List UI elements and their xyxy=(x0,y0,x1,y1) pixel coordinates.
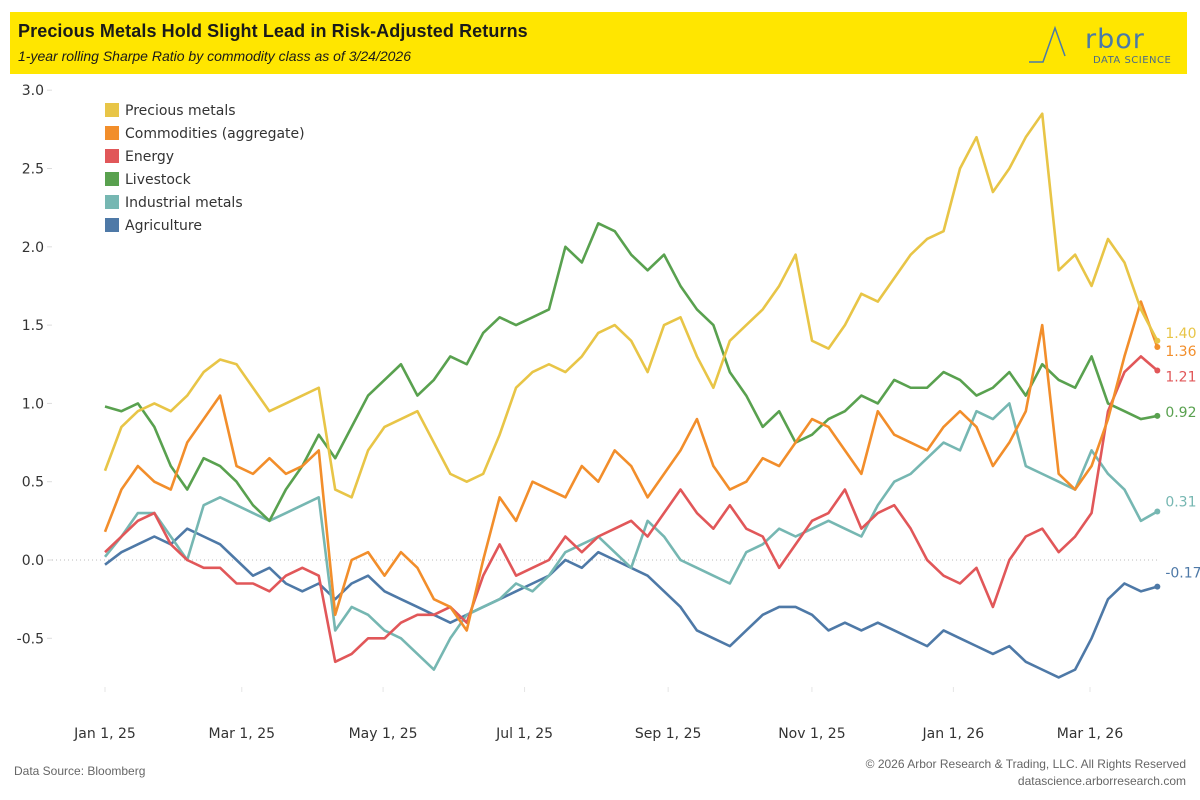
logo-subtitle: DATA SCIENCE xyxy=(1093,55,1172,66)
legend: Precious metals Commodities (aggregate) En… xyxy=(105,103,305,234)
title-banner: Precious Metals Hold Slight Lead in Risk… xyxy=(10,12,1187,74)
legend-swatch-livestock xyxy=(105,172,119,186)
series-line-energy xyxy=(104,355,1159,664)
x-tick-label: Jan 1, 26 xyxy=(922,726,985,742)
copyright-text: © 2026 Arbor Research & Trading, LLC. Al… xyxy=(865,757,1186,771)
end-value-label-energy: 1.21 xyxy=(1165,370,1196,386)
x-tick-label: Jan 1, 25 xyxy=(73,726,136,742)
y-tick-label: 1.0 xyxy=(22,396,44,412)
end-value-label-commodities-aggregate: 1.36 xyxy=(1165,344,1196,360)
end-value-label-precious-metals: 1.40 xyxy=(1165,326,1196,342)
y-tick-label: 2.5 xyxy=(22,162,44,178)
logo-wordmark: rbor xyxy=(1085,24,1145,55)
legend-swatch-industrial-metals xyxy=(105,195,119,209)
legend-swatch-precious-metals xyxy=(105,103,119,117)
y-tick-label: 2.0 xyxy=(22,240,44,256)
line-chart: 3.0 2.5 2.0 1.5 1.0 0.5 0.0 -0.5 Jan 1, 25 Mar 1… xyxy=(17,83,1200,742)
end-value-label-industrial-metals: 0.31 xyxy=(1165,494,1196,510)
legend-label-industrial-metals: Industrial metals xyxy=(125,195,243,211)
legend-label-agriculture: Agriculture xyxy=(125,218,202,234)
x-tick-label: Jul 1, 25 xyxy=(495,726,553,742)
end-labels: -0.17 0.31 0.92 1.21 1.36 1.40 xyxy=(1165,326,1200,582)
end-value-label-agriculture: -0.17 xyxy=(1165,566,1200,582)
chart-subtitle: 1-year rolling Sharpe Ratio by commodity… xyxy=(18,48,411,64)
data-source: Data Source: Bloomberg xyxy=(14,764,146,778)
chart-area: 3.0 2.5 2.0 1.5 1.0 0.5 0.0 -0.5 Jan 1, 25 Mar 1… xyxy=(0,75,1200,755)
chart-title: Precious Metals Hold Slight Lead in Risk… xyxy=(18,21,528,41)
series-end-point-agriculture xyxy=(1154,583,1161,590)
series-line-livestock xyxy=(104,222,1158,523)
series-line-industrial-metals xyxy=(103,402,1158,671)
series-line-precious-metals xyxy=(103,112,1159,499)
legend-swatch-energy xyxy=(105,149,119,163)
end-value-label-livestock: 0.92 xyxy=(1165,405,1196,421)
series-end-point-energy xyxy=(1154,367,1161,374)
legend-label-energy: Energy xyxy=(125,149,174,165)
y-tick-label: 3.0 xyxy=(22,83,44,99)
y-tick-label: 0.5 xyxy=(22,475,44,491)
series-end-point-industrial-metals xyxy=(1154,508,1161,515)
arbor-logo-peak-icon xyxy=(1029,25,1066,63)
legend-label-precious-metals: Precious metals xyxy=(125,103,236,119)
x-tick-label: Nov 1, 25 xyxy=(778,726,845,742)
series-group xyxy=(103,112,1161,679)
arbor-logo: rbor DATA SCIENCE xyxy=(1027,18,1177,70)
y-tick-label: 0.0 xyxy=(22,553,44,569)
legend-swatch-agriculture xyxy=(105,218,119,232)
series-end-point-livestock xyxy=(1154,412,1161,419)
legend-label-livestock: Livestock xyxy=(125,172,192,188)
series-line-commodities-aggregate xyxy=(103,300,1159,632)
x-axis: Jan 1, 25 Mar 1, 25 May 1, 25 Jul 1, 25 Sep … xyxy=(73,687,1123,742)
y-tick-label: 1.5 xyxy=(22,318,44,334)
y-axis: 3.0 2.5 2.0 1.5 1.0 0.5 0.0 -0.5 xyxy=(17,83,52,647)
series-line-agriculture xyxy=(104,527,1158,679)
x-tick-label: May 1, 25 xyxy=(349,726,418,742)
x-tick-label: Mar 1, 26 xyxy=(1057,726,1124,742)
x-tick-label: Sep 1, 25 xyxy=(635,726,701,742)
x-tick-label: Mar 1, 25 xyxy=(209,726,276,742)
legend-swatch-commodities-aggregate xyxy=(105,126,119,140)
legend-label-commodities-aggregate: Commodities (aggregate) xyxy=(125,126,305,142)
footer-credits: © 2026 Arbor Research & Trading, LLC. Al… xyxy=(866,756,1186,790)
series-end-point-precious-metals xyxy=(1154,337,1161,344)
series-end-point-commodities-aggregate xyxy=(1154,344,1161,351)
y-tick-label: -0.5 xyxy=(17,631,44,647)
website-link[interactable]: datascience.arborresearch.com xyxy=(1017,774,1186,788)
